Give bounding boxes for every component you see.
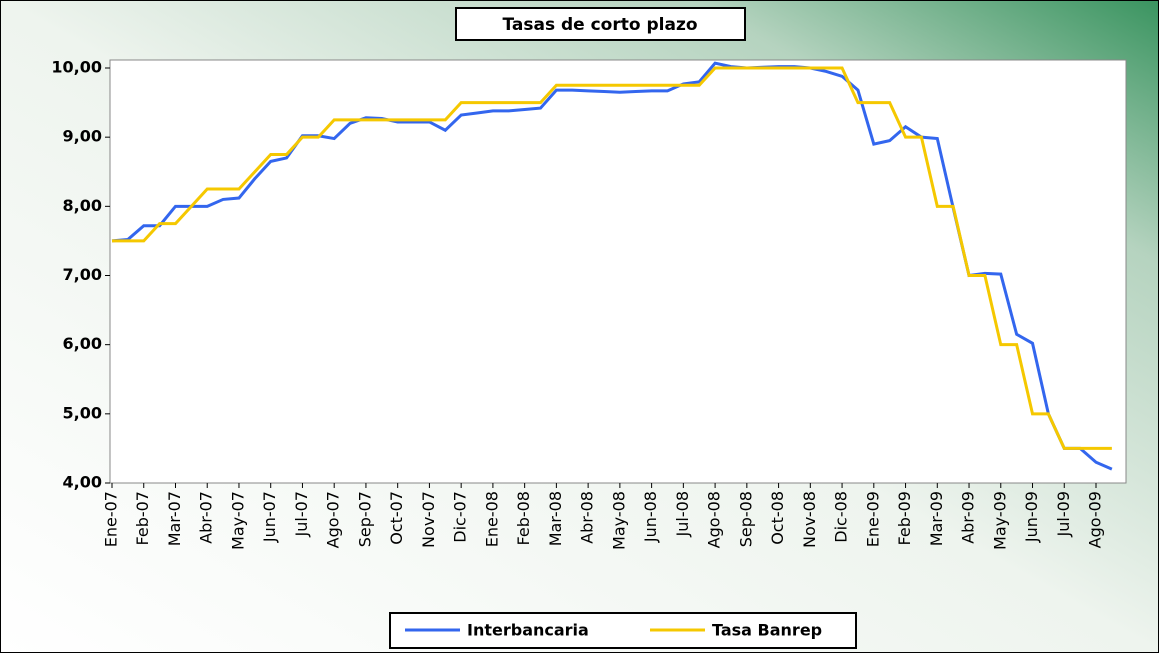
y-tick-label: 9,00 — [63, 127, 102, 146]
x-tick-label: Mar-09 — [927, 491, 946, 546]
x-tick-label: Jun-08 — [641, 491, 660, 543]
x-tick-label: Feb-09 — [895, 491, 914, 545]
y-tick-label: 10,00 — [51, 58, 102, 77]
series-line — [111, 61, 1113, 471]
x-tick-label: Dic-08 — [832, 491, 851, 543]
x-tick-label: Sep-07 — [355, 491, 374, 547]
x-tick-label: Ene-09 — [863, 491, 882, 547]
x-tick-label: Abr-08 — [578, 491, 597, 544]
x-tick-label: Abr-07 — [197, 491, 216, 544]
x-tick-label: Nov-07 — [419, 491, 438, 548]
x-tick-label: Oct-07 — [387, 491, 406, 545]
x-tick-label: May-09 — [990, 491, 1009, 550]
x-tick-label: May-07 — [228, 491, 247, 550]
x-tick-label: Dic-07 — [451, 491, 470, 543]
x-tick-label: Ago-08 — [705, 491, 724, 548]
y-tick-label: 5,00 — [63, 403, 102, 422]
x-tick-label: Ago-07 — [324, 491, 343, 548]
x-tick-label: Jul-09 — [1054, 491, 1073, 537]
y-tick-label: 4,00 — [63, 473, 102, 492]
x-tick-label: Jun-09 — [1022, 491, 1041, 543]
x-tick-label: Jun-07 — [260, 491, 279, 543]
legend-label: Tasa Banrep — [712, 621, 822, 640]
y-tick-label: 8,00 — [63, 196, 102, 215]
legend-label: Interbancaria — [467, 621, 589, 640]
x-tick-label: Sep-08 — [736, 491, 755, 547]
x-tick-label: Oct-08 — [768, 491, 787, 545]
plot-area — [109, 59, 1127, 484]
x-tick-label: Ago-09 — [1086, 491, 1105, 548]
x-tick-label: Jul-07 — [292, 491, 311, 537]
title-box — [455, 7, 746, 41]
series-line — [112, 66, 1112, 450]
x-tick-label: Feb-07 — [133, 491, 152, 545]
x-tick-label: May-08 — [609, 491, 628, 550]
x-tick-label: Mar-08 — [546, 491, 565, 546]
x-tick-label: Mar-07 — [165, 491, 184, 546]
x-tick-label: Feb-08 — [514, 491, 533, 545]
x-tick-label: Jul-08 — [673, 491, 692, 537]
y-tick-label: 6,00 — [63, 334, 102, 353]
chart-title: Tasas de corto plazo — [502, 15, 697, 35]
y-tick-label: 7,00 — [63, 265, 102, 284]
x-tick-label: Abr-09 — [959, 491, 978, 544]
x-tick-label: Ene-08 — [482, 491, 501, 547]
legend-box — [389, 612, 857, 649]
x-tick-label: Nov-08 — [800, 491, 819, 548]
x-tick-label: Ene-07 — [102, 491, 121, 547]
